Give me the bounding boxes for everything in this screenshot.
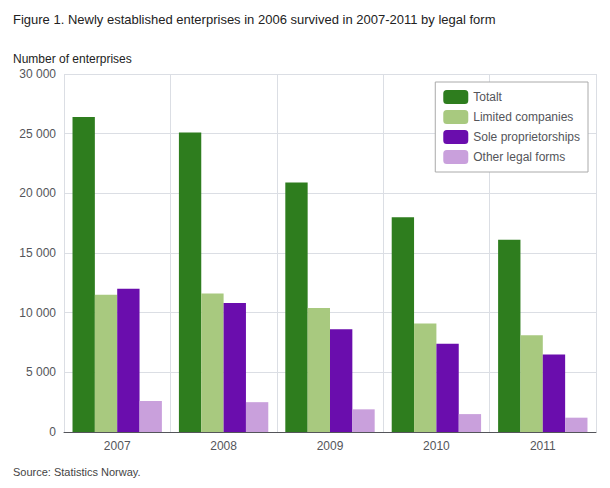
svg-text:0: 0 — [49, 425, 56, 439]
svg-text:25 000: 25 000 — [19, 127, 56, 141]
svg-text:Sole proprietorships: Sole proprietorships — [473, 130, 580, 144]
svg-text:2008: 2008 — [210, 439, 237, 453]
svg-text:Figure 1. Newly established en: Figure 1. Newly established enterprises … — [13, 12, 495, 27]
svg-text:10 000: 10 000 — [19, 306, 56, 320]
svg-text:2010: 2010 — [423, 439, 450, 453]
svg-text:Number of enterprises: Number of enterprises — [13, 52, 132, 66]
svg-text:2007: 2007 — [104, 439, 131, 453]
svg-text:5 000: 5 000 — [26, 365, 56, 379]
svg-text:Totalt: Totalt — [473, 90, 502, 104]
svg-text:2011: 2011 — [530, 439, 556, 453]
svg-text:15 000: 15 000 — [19, 246, 56, 260]
svg-text:Limited companies: Limited companies — [473, 110, 573, 124]
svg-text:20 000: 20 000 — [19, 186, 56, 200]
svg-text:30 000: 30 000 — [19, 67, 56, 81]
svg-text:Other legal forms: Other legal forms — [473, 150, 565, 164]
svg-text:Source: Statistics Norway.: Source: Statistics Norway. — [13, 466, 141, 478]
svg-text:2009: 2009 — [317, 439, 344, 453]
